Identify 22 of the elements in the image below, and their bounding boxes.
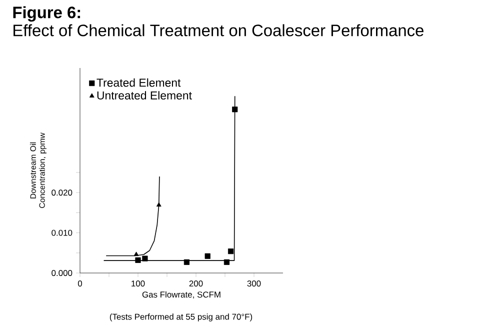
point	[142, 256, 148, 262]
legend-label: Untreated Element	[97, 91, 192, 100]
point	[204, 253, 210, 259]
point	[228, 248, 234, 254]
point	[156, 202, 162, 207]
x-tick-label: 100	[132, 280, 145, 287]
point	[134, 252, 139, 256]
x-axis-title: Gas Flowrate, SCFM	[142, 291, 220, 299]
chart-title: Figure 6:	[13, 6, 80, 22]
x-tick-label: 300	[247, 280, 261, 287]
y-tick-label: 0.020	[52, 190, 72, 196]
point	[135, 257, 141, 263]
x-tick-label: 0	[78, 280, 82, 287]
y-tick-label: 0.000	[52, 270, 72, 276]
text: (Tests Performed at 55 psig and 70°F)	[110, 314, 252, 322]
legend-label: Treated Element	[96, 78, 181, 87]
y-tick-label: 0.010	[52, 230, 72, 236]
point	[224, 259, 230, 265]
chart-subtitle: Effect of Chemical Treatment on Coalescer Performance	[14, 24, 424, 36]
x-tick-label: 200	[189, 280, 203, 287]
point	[232, 106, 238, 112]
point	[184, 259, 190, 265]
